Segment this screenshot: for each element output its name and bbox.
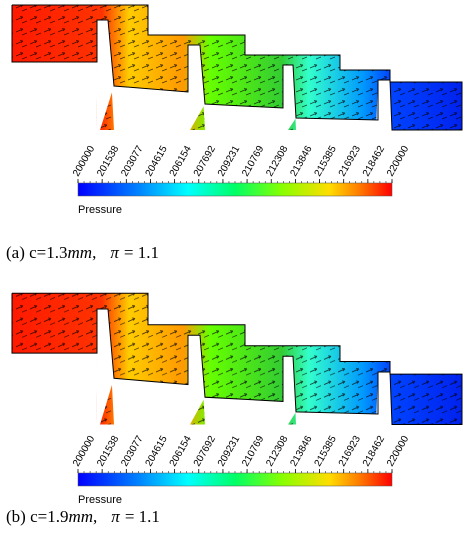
tick-label: 210769 [240, 144, 266, 179]
tick-label: 200000 [71, 434, 97, 469]
colorbar-label: Pressure [78, 204, 122, 216]
flow-field [11, 292, 463, 426]
tick-label: 203077 [119, 144, 145, 179]
tick-label: 213846 [288, 434, 314, 469]
tick-label: 201538 [95, 144, 121, 179]
caption: (a) c=1.3mm, π = 1.1 [6, 243, 159, 262]
tick-label: 215385 [313, 144, 339, 179]
tick-label: 220000 [385, 434, 411, 469]
caption-part: mm [68, 507, 93, 526]
tick-label: 206154 [168, 144, 194, 179]
tick-label: 213846 [288, 144, 314, 179]
colorbar-label: Pressure [78, 494, 122, 506]
caption-part: = 1.1 [125, 507, 160, 526]
tick-label: 207692 [192, 144, 218, 179]
tick-label: 203077 [119, 434, 145, 469]
tick-label: 204615 [144, 144, 170, 179]
tick-label: 218462 [361, 434, 387, 469]
tick-label: 207692 [192, 434, 218, 469]
tick-label: 218462 [361, 144, 387, 179]
caption-part: mm [68, 243, 93, 262]
colorbar [77, 472, 393, 487]
caption-part: (a) c=1.3 [6, 243, 68, 262]
caption-part: = 1.1 [124, 243, 159, 262]
tick-label: 212308 [264, 434, 290, 469]
tick-label: 200000 [71, 144, 97, 179]
tick-label: 209231 [216, 144, 242, 179]
tick-label: 204615 [144, 434, 170, 469]
tick-label: 215385 [313, 434, 339, 469]
tick-label: 201538 [95, 434, 121, 469]
tick-label: 206154 [168, 434, 194, 469]
tick-label: 209231 [216, 434, 242, 469]
caption: (b) c=1.9mm, π = 1.1 [6, 507, 160, 526]
caption-part: , [93, 507, 97, 526]
tick-label: 210769 [240, 434, 266, 469]
caption-part: , [92, 243, 96, 262]
colorbar [77, 182, 393, 197]
tick-label: 216923 [337, 434, 363, 469]
tick-label: 212308 [264, 144, 290, 179]
tick-label: 216923 [337, 144, 363, 179]
caption-part: π [111, 507, 120, 526]
tick-label: 220000 [385, 144, 411, 179]
caption-part: π [110, 243, 119, 262]
flow-field [11, 4, 463, 131]
caption-part: (b) c=1.9 [6, 507, 68, 526]
